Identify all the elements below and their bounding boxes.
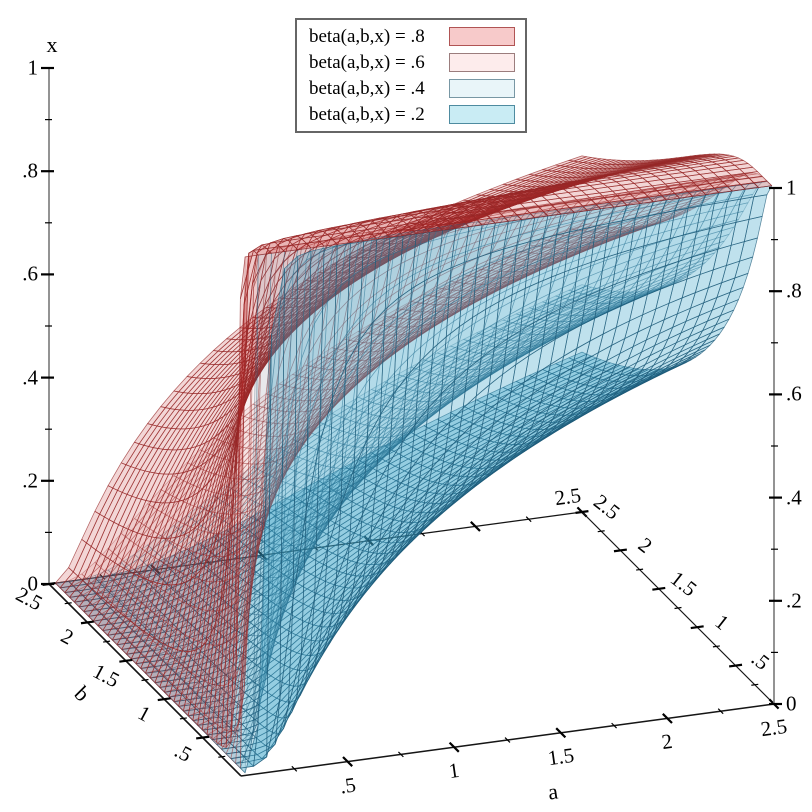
legend-swatch: [449, 27, 515, 47]
legend-label: beta(a,b,x) = .2: [309, 103, 425, 125]
legend-label: beta(a,b,x) = .4: [309, 77, 425, 99]
legend-swatch: [449, 53, 515, 73]
legend-item: beta(a,b,x) = .4: [309, 77, 515, 99]
legend-swatch: [449, 78, 515, 98]
legend: beta(a,b,x) = .8 beta(a,b,x) = .6 beta(a…: [295, 18, 527, 133]
legend-label: beta(a,b,x) = .8: [309, 26, 425, 48]
legend-item: beta(a,b,x) = .8: [309, 26, 515, 48]
legend-item: beta(a,b,x) = .2: [309, 103, 515, 125]
legend-label: beta(a,b,x) = .6: [309, 52, 425, 74]
legend-item: beta(a,b,x) = .6: [309, 52, 515, 74]
legend-swatch: [449, 104, 515, 124]
